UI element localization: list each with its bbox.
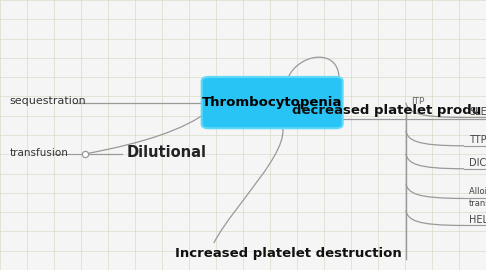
Text: DIC: DIC <box>469 158 486 168</box>
Text: decreased platelet produ: decreased platelet produ <box>292 104 481 117</box>
Text: Dilutional: Dilutional <box>126 145 207 160</box>
Text: Thrombocytopenia: Thrombocytopenia <box>202 96 342 109</box>
Text: sequestration: sequestration <box>10 96 87 106</box>
Text: Alloimmune c: Alloimmune c <box>469 187 486 196</box>
Text: ITP: ITP <box>411 97 424 106</box>
Text: HELLP: HELLP <box>469 215 486 225</box>
FancyBboxPatch shape <box>202 77 343 128</box>
Text: transfusion: transfusion <box>10 147 69 158</box>
Text: transfusion): transfusion) <box>469 199 486 208</box>
Text: Increased platelet destruction: Increased platelet destruction <box>175 247 402 260</box>
Text: SLE: SLE <box>469 107 486 117</box>
Text: TTP: TTP <box>469 135 486 146</box>
